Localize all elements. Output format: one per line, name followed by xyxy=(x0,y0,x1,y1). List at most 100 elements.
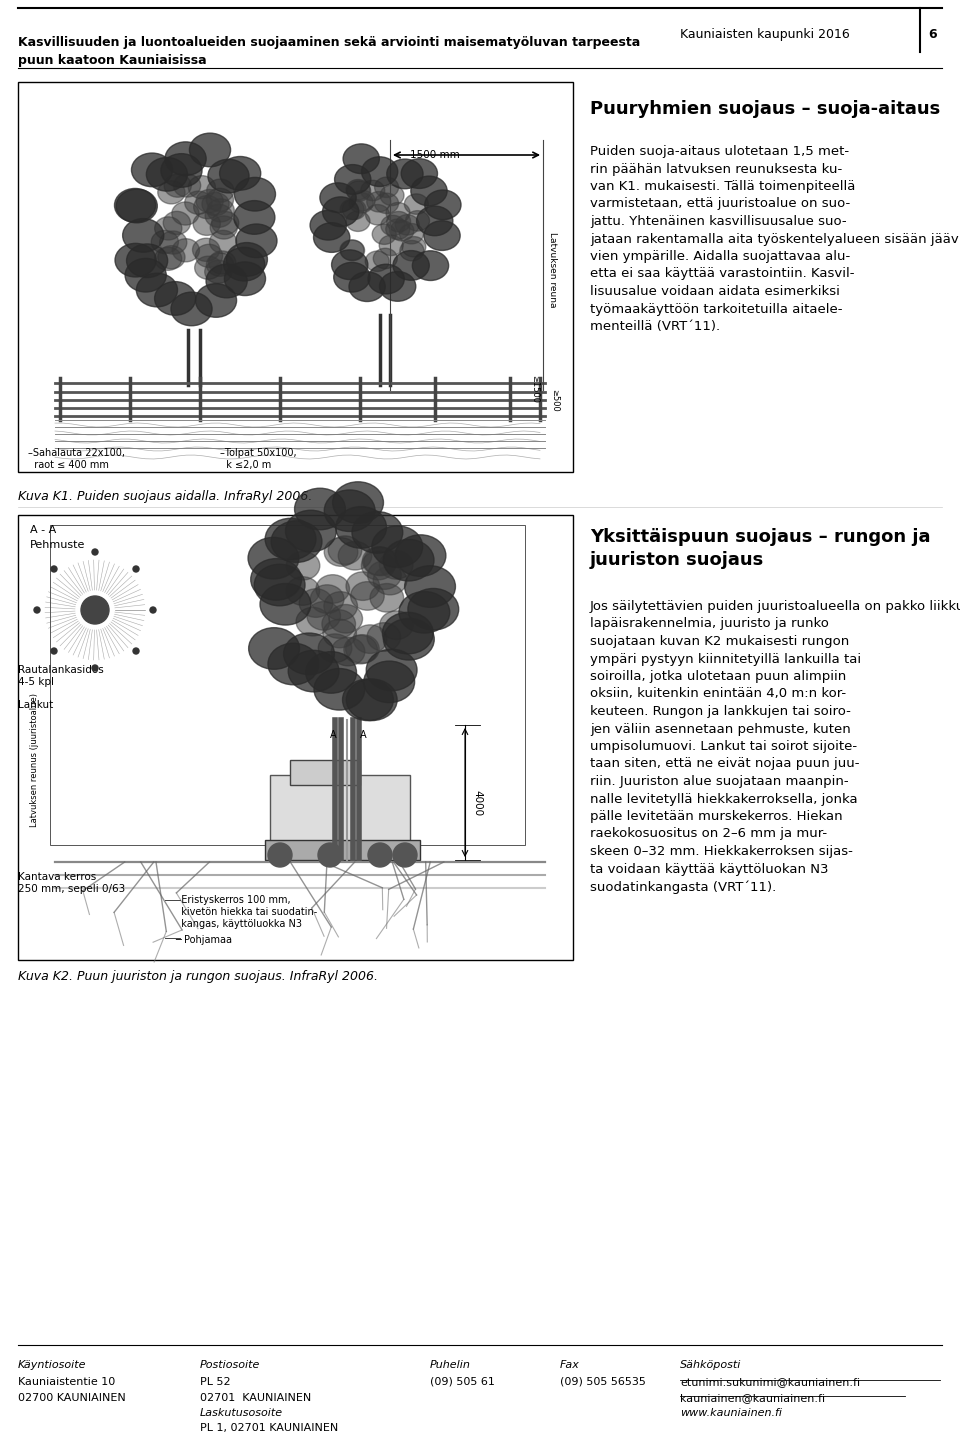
Ellipse shape xyxy=(193,212,221,236)
Ellipse shape xyxy=(234,178,276,211)
Text: skeen 0–32 mm. Hiekkakerroksen sijas-: skeen 0–32 mm. Hiekkakerroksen sijas- xyxy=(590,845,852,858)
Text: Eristyskerros 100 mm,: Eristyskerros 100 mm, xyxy=(175,894,291,905)
Circle shape xyxy=(133,647,139,655)
Ellipse shape xyxy=(390,221,414,241)
Ellipse shape xyxy=(361,552,395,579)
Text: k ≤2,0 m: k ≤2,0 m xyxy=(220,460,272,470)
Ellipse shape xyxy=(379,611,413,640)
Ellipse shape xyxy=(368,264,404,293)
Ellipse shape xyxy=(196,283,236,318)
Ellipse shape xyxy=(370,584,403,613)
Text: 4000: 4000 xyxy=(472,790,482,816)
Ellipse shape xyxy=(136,273,178,306)
Ellipse shape xyxy=(164,173,191,197)
Ellipse shape xyxy=(404,194,428,214)
Text: juuriston suojaus: juuriston suojaus xyxy=(590,551,764,569)
Ellipse shape xyxy=(346,634,379,663)
Ellipse shape xyxy=(310,585,344,613)
Ellipse shape xyxy=(196,189,224,212)
Text: Kauniaisten kaupunki 2016: Kauniaisten kaupunki 2016 xyxy=(680,27,850,40)
Ellipse shape xyxy=(365,251,389,272)
Ellipse shape xyxy=(374,194,398,214)
Ellipse shape xyxy=(324,538,358,566)
Ellipse shape xyxy=(362,158,397,186)
Ellipse shape xyxy=(333,481,383,523)
Ellipse shape xyxy=(204,260,232,283)
Ellipse shape xyxy=(115,243,156,277)
Text: (09) 505 61: (09) 505 61 xyxy=(430,1377,494,1387)
Text: vien ympärille. Aidalla suojattavaa alu-: vien ympärille. Aidalla suojattavaa alu- xyxy=(590,250,851,263)
Ellipse shape xyxy=(372,526,422,568)
Text: ta voidaan käyttää käyttöluokan N3: ta voidaan käyttää käyttöluokan N3 xyxy=(590,863,828,876)
Text: jataan rakentamalla aita työskentelyalueen sisään jäävien suojattavien kas-: jataan rakentamalla aita työskentelyalue… xyxy=(590,233,960,246)
Ellipse shape xyxy=(296,607,329,636)
Circle shape xyxy=(34,607,40,613)
Circle shape xyxy=(81,595,109,624)
Ellipse shape xyxy=(207,199,234,223)
Circle shape xyxy=(92,549,98,555)
Ellipse shape xyxy=(265,519,316,559)
Ellipse shape xyxy=(324,490,375,532)
Ellipse shape xyxy=(387,159,423,189)
Ellipse shape xyxy=(382,613,433,655)
Text: PL 1, 02701 KAUNIAINEN: PL 1, 02701 KAUNIAINEN xyxy=(200,1423,338,1433)
Text: puun kaatoon Kauniaisissa: puun kaatoon Kauniaisissa xyxy=(18,53,206,66)
Ellipse shape xyxy=(424,221,460,250)
Text: umpisolumuovi. Lankut tai soirot sijoite-: umpisolumuovi. Lankut tai soirot sijoite… xyxy=(590,740,857,753)
Ellipse shape xyxy=(413,251,448,280)
Ellipse shape xyxy=(381,215,405,236)
Ellipse shape xyxy=(372,224,396,244)
Ellipse shape xyxy=(324,591,357,620)
Ellipse shape xyxy=(379,551,413,579)
Ellipse shape xyxy=(206,253,233,276)
Ellipse shape xyxy=(380,185,404,205)
Text: Kuva K1. Puiden suojaus aidalla. InfraRyl 2006.: Kuva K1. Puiden suojaus aidalla. InfraRy… xyxy=(18,490,312,503)
Ellipse shape xyxy=(209,230,237,253)
Text: A: A xyxy=(360,730,367,740)
Ellipse shape xyxy=(202,192,229,215)
Ellipse shape xyxy=(283,633,334,675)
Ellipse shape xyxy=(396,535,445,577)
Ellipse shape xyxy=(159,231,187,254)
Ellipse shape xyxy=(383,539,434,581)
Ellipse shape xyxy=(189,133,230,166)
Ellipse shape xyxy=(224,247,265,280)
Text: 02700 KAUNIAINEN: 02700 KAUNIAINEN xyxy=(18,1393,126,1403)
Text: www.kauniainen.fi: www.kauniainen.fi xyxy=(680,1407,782,1418)
Ellipse shape xyxy=(396,215,420,236)
Ellipse shape xyxy=(387,211,411,231)
Ellipse shape xyxy=(152,230,179,253)
Text: ≥500: ≥500 xyxy=(550,389,559,412)
Ellipse shape xyxy=(350,582,384,610)
Ellipse shape xyxy=(366,649,417,691)
Text: Fax: Fax xyxy=(560,1360,580,1370)
Ellipse shape xyxy=(171,292,212,325)
Ellipse shape xyxy=(132,153,173,186)
Text: A: A xyxy=(330,730,337,740)
Ellipse shape xyxy=(208,251,236,275)
Ellipse shape xyxy=(402,237,426,257)
Ellipse shape xyxy=(373,566,407,595)
Ellipse shape xyxy=(249,627,300,669)
Ellipse shape xyxy=(362,546,396,575)
Text: Sähköposti: Sähköposti xyxy=(680,1360,741,1370)
Ellipse shape xyxy=(346,572,379,600)
Ellipse shape xyxy=(188,176,215,199)
Bar xyxy=(290,760,360,785)
Ellipse shape xyxy=(424,189,461,220)
Text: lapäisrakennelmia, juuristo ja runko: lapäisrakennelmia, juuristo ja runko xyxy=(590,617,828,630)
Text: PL 52: PL 52 xyxy=(200,1377,230,1387)
Ellipse shape xyxy=(271,520,322,562)
Ellipse shape xyxy=(206,179,234,202)
Ellipse shape xyxy=(236,224,277,257)
Text: taan siten, että ne eivät nojaa puun juu-: taan siten, että ne eivät nojaa puun juu… xyxy=(590,757,859,770)
Ellipse shape xyxy=(361,181,385,201)
Text: Kauniaistentie 10: Kauniaistentie 10 xyxy=(18,1377,115,1387)
Text: Jos säilytettävien puiden juuristoalueella on pakko liikkua koneilla tai pitää t: Jos säilytettävien puiden juuristoalueel… xyxy=(590,600,960,613)
Text: oksiin, kuitenkin enintään 4,0 m:n kor-: oksiin, kuitenkin enintään 4,0 m:n kor- xyxy=(590,688,846,701)
Text: ─ Pohjamaa: ─ Pohjamaa xyxy=(175,935,232,945)
Text: lisuusalue voidaan aidata esimerkiksi: lisuusalue voidaan aidata esimerkiksi xyxy=(590,285,840,298)
Ellipse shape xyxy=(400,240,424,262)
Ellipse shape xyxy=(411,176,447,205)
Ellipse shape xyxy=(367,192,391,212)
